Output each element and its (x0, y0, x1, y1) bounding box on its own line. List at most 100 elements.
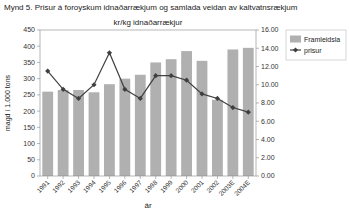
x-tick-label: 1996 (112, 178, 127, 193)
x-tick (248, 176, 249, 179)
x-tick (217, 176, 218, 179)
marker (246, 110, 251, 115)
title: Mynd 5. Prisur á foroyskum idnaðarrækjum… (4, 3, 298, 12)
x-tick (202, 176, 203, 179)
x-tick-label: 2004E (233, 178, 252, 197)
x-tick-label: 2003E (217, 178, 236, 197)
legend-label: prisur (304, 47, 322, 55)
bar (197, 61, 208, 176)
line (48, 53, 249, 112)
marker (76, 96, 81, 101)
x-tick (140, 176, 141, 179)
marker (45, 68, 50, 73)
y-tick (37, 159, 40, 160)
y-tick (37, 30, 40, 31)
x-tick (94, 176, 95, 179)
y2-tick (256, 121, 259, 122)
chart: Mynd 5. Prisur á foroyskum idnaðarrækjum… (0, 0, 349, 211)
x-tick (47, 176, 48, 179)
x-tick (109, 176, 110, 179)
y2-tick-label: 10.00 (261, 81, 279, 88)
x-tick-label: 1992 (51, 178, 66, 193)
plot-frame (40, 30, 256, 176)
y-tick (37, 176, 40, 177)
x-tick (63, 176, 64, 179)
bar (89, 92, 100, 176)
y-tick (37, 78, 40, 79)
y-tick (37, 111, 40, 112)
y-tick-label: 50 (27, 156, 35, 163)
y2-tick-label: 6.00 (261, 118, 275, 125)
x-tick-label: 1997 (128, 178, 143, 193)
bar (73, 90, 84, 176)
x-tick-label: 1994 (82, 178, 97, 193)
x-tick-label: 1991 (35, 178, 50, 193)
plot-data (42, 48, 253, 176)
marker (91, 82, 96, 87)
bar (150, 62, 161, 176)
y-tick-label: 100 (23, 140, 35, 147)
bar (212, 100, 223, 176)
y2-tick-label: 0.00 (261, 172, 275, 179)
marker (107, 50, 112, 55)
y2-tick (256, 139, 259, 140)
bar (227, 49, 238, 176)
y2-tick (256, 84, 259, 85)
y-tick-label: 250 (23, 91, 35, 98)
y-tick-label: 350 (23, 59, 35, 66)
y-tick-label: 150 (23, 124, 35, 131)
bar (181, 51, 192, 176)
y2-tick (256, 66, 259, 67)
y-tick (37, 46, 40, 47)
legend-label: Framleidsla (304, 36, 340, 43)
x-tick-label: 1999 (159, 178, 174, 193)
y2-tick-label: 2.00 (261, 154, 275, 161)
x-tick-label: 2001 (190, 178, 205, 193)
marker (169, 73, 174, 78)
marker (61, 87, 66, 92)
y2-tick (256, 103, 259, 104)
x-tick (78, 176, 79, 179)
marker (184, 78, 189, 83)
marker (199, 91, 204, 96)
legend: Framleidsla prisur (286, 30, 346, 60)
y2-tick (256, 176, 259, 177)
marker (138, 96, 143, 101)
bar (104, 84, 115, 176)
y2-tick (256, 157, 259, 158)
bar (135, 75, 146, 176)
bar (119, 79, 130, 176)
y2-tick-label: 4.00 (261, 136, 275, 143)
y2-tick (256, 48, 259, 49)
marker (230, 105, 235, 110)
marker (122, 87, 127, 92)
y-tick-label: 300 (23, 75, 35, 82)
x-tick (171, 176, 172, 179)
y2-tick-label: 16.00 (261, 26, 279, 33)
y2-tick-label: 14.00 (261, 45, 279, 52)
bar (58, 90, 69, 176)
x-tick-label: 1993 (66, 178, 81, 193)
y-tick (37, 94, 40, 95)
x-tick (124, 176, 125, 179)
x-tick (232, 176, 233, 179)
y-axis-label: magd í 1.000 tons (4, 74, 12, 131)
x-axis-label: ár (144, 201, 151, 210)
x-tick-label: 2000 (174, 178, 189, 193)
y2-tick (256, 30, 259, 31)
subtitle: kr/kg idnaðarrækjur (114, 18, 183, 27)
y-tick (37, 143, 40, 144)
marker (215, 96, 220, 101)
y-tick-label: 400 (23, 43, 35, 50)
legend-swatch (290, 36, 301, 43)
y2-tick-label: 12.00 (261, 63, 279, 70)
legend-marker (293, 47, 298, 52)
legend-box (286, 30, 346, 60)
y2-tick-label: 8.00 (261, 99, 275, 106)
x-tick (155, 176, 156, 179)
y-tick-label: 0 (31, 172, 35, 179)
bar (243, 48, 254, 176)
bar (42, 92, 53, 176)
marker (153, 73, 158, 78)
y-tick-label: 200 (23, 108, 35, 115)
